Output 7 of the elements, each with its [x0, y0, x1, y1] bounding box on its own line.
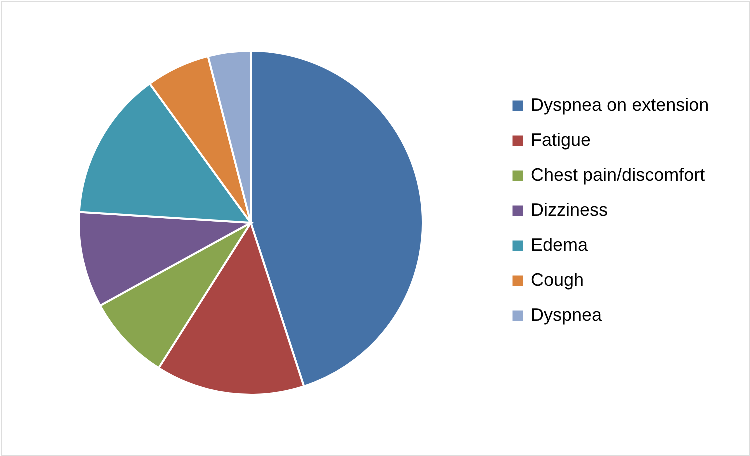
legend-label: Dyspnea on extension — [531, 95, 710, 115]
legend-label: Dizziness — [531, 200, 608, 220]
legend-label: Cough — [531, 270, 584, 290]
legend-label: Edema — [531, 235, 590, 255]
legend-label: Chest pain/discomfort — [531, 165, 706, 185]
legend-label: Fatigue — [531, 130, 592, 150]
legend-label: Dyspnea — [531, 305, 604, 325]
